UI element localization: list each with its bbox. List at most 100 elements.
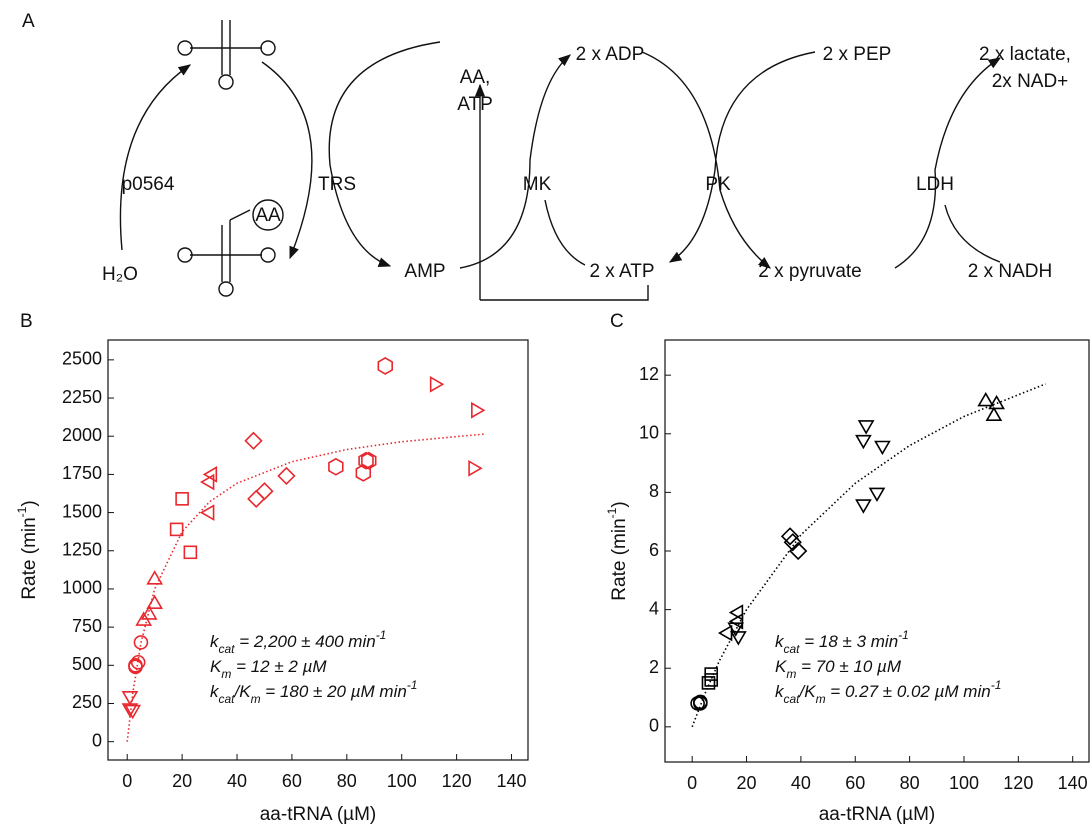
point [730, 631, 747, 646]
point [988, 394, 1005, 410]
trna-top [177, 20, 276, 90]
y-tick-label: 1750 [62, 463, 102, 483]
point [728, 612, 744, 630]
point [199, 504, 215, 521]
annotation: kcat = 18 ± 3 min-1 [775, 628, 909, 656]
point [244, 431, 263, 450]
text-run: -1 [605, 507, 619, 518]
text-run: K [775, 657, 787, 676]
point [429, 375, 445, 393]
text-run: cat [219, 692, 236, 706]
x-tick-label: 120 [1003, 773, 1033, 793]
point [255, 482, 274, 501]
text-run: = 18 ± 3 min [800, 632, 899, 651]
x-tick-label: 40 [791, 773, 811, 793]
point [857, 420, 875, 435]
diagram-label: H₂O [102, 264, 138, 285]
point [121, 691, 139, 706]
diagram-label: AA, [460, 67, 491, 88]
point [701, 676, 716, 690]
text-run: m [786, 667, 796, 681]
point [789, 541, 808, 561]
point [727, 622, 745, 637]
diagram-label: 2 x NADH [968, 261, 1052, 282]
y-tick-label: 1250 [62, 540, 102, 560]
y-tick-label: 10 [639, 423, 659, 443]
x-tick-label: 80 [337, 771, 357, 791]
fit-curve [691, 383, 1046, 728]
annotation: kcat/Km = 180 ± 20 µM min-1 [210, 678, 417, 706]
y-tick-label: 12 [639, 364, 659, 384]
text-run: Rate (min [19, 517, 40, 599]
text-run: = 2,200 ± 400 min [235, 632, 376, 651]
diagram-label: 2x NAD+ [992, 71, 1069, 92]
point [704, 673, 719, 687]
y-tick-label: 1000 [62, 578, 102, 598]
point [358, 451, 374, 470]
point [985, 406, 1003, 421]
diagram-label: 2 x ATP [589, 261, 654, 282]
x-tick-label: 140 [497, 771, 527, 791]
diagram-arrows [119, 20, 1002, 301]
diagram-label: TRS [318, 174, 356, 195]
x-tick-label: 140 [1058, 773, 1088, 793]
y-tick-label: 0 [649, 716, 659, 736]
text-run: -1 [991, 678, 1002, 692]
diagram-label: AMP [404, 261, 445, 282]
text-run: -1 [407, 678, 418, 692]
y-tick-label: 0 [92, 730, 102, 750]
trna-bottom [177, 199, 284, 297]
y-tick-label: 2500 [62, 349, 102, 369]
annotation: kcat = 2,200 ± 400 min-1 [210, 628, 386, 656]
point [377, 357, 393, 375]
text-run: K [210, 657, 222, 676]
x-tick-label: 40 [227, 771, 247, 791]
text-run: k [775, 682, 785, 701]
text-run: cat [219, 642, 236, 656]
diagram-label: ATP [457, 94, 493, 115]
panel-label: B [20, 311, 33, 332]
y-tick-label: 500 [72, 654, 102, 674]
y-tick-label: 2000 [62, 425, 102, 445]
y-tick-label: 2250 [62, 387, 102, 407]
point [247, 489, 266, 508]
point [361, 451, 377, 470]
x-tick-label: 20 [737, 773, 757, 793]
point [133, 635, 149, 650]
x-tick-label: 120 [442, 771, 472, 791]
x-tick-label: 20 [172, 771, 192, 791]
diagram-label: 2 x pyruvate [758, 261, 862, 282]
text-run: Rate (min [609, 518, 630, 600]
y-tick-label: 6 [649, 540, 659, 560]
point [874, 440, 891, 456]
annotation: Km = 70 ± 10 µM [775, 657, 902, 681]
x-tick-label: 0 [122, 771, 132, 791]
y-tick-label: 2 [649, 657, 659, 677]
text-run: -1 [376, 628, 387, 642]
diagram-label: LDH [916, 174, 954, 195]
diagram-label: p0564 [122, 174, 175, 195]
x-tick-label: 60 [845, 773, 865, 793]
point [471, 401, 486, 419]
panel-label: C [610, 311, 624, 332]
text-run: cat [784, 642, 801, 656]
point [124, 704, 142, 720]
point [780, 527, 800, 546]
text-run: m [221, 667, 231, 681]
point [783, 533, 802, 552]
x-axis-label: aa-tRNA (µM) [260, 804, 377, 825]
point [175, 492, 189, 506]
trna-label: AA [255, 205, 281, 226]
text-run: cat [784, 692, 801, 706]
panel-label: A [22, 11, 35, 32]
text-run: = 180 ± 20 µM min [261, 682, 407, 701]
y-tick-label: 4 [649, 598, 659, 618]
y-tick-label: 1500 [62, 501, 102, 521]
text-run: -1 [15, 506, 29, 517]
text-run: m [251, 692, 261, 706]
point [169, 522, 184, 537]
text-run: -1 [898, 628, 909, 642]
x-tick-label: 80 [900, 773, 920, 793]
point [199, 473, 215, 491]
